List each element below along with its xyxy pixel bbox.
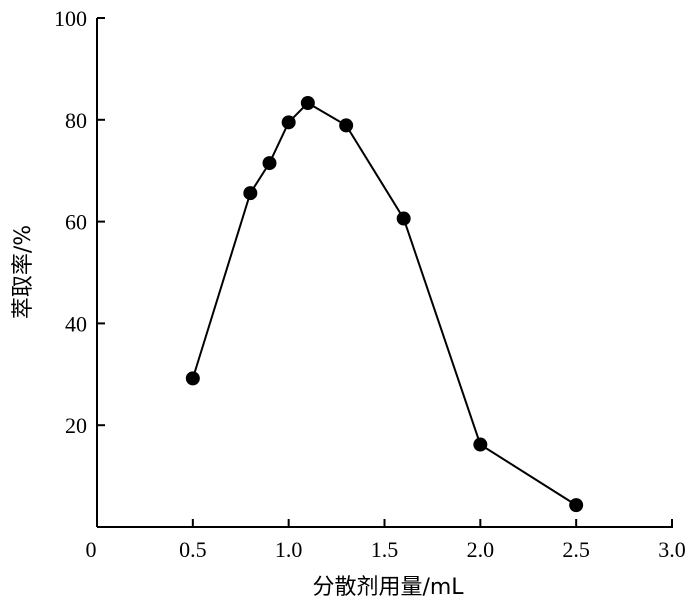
x-tick-label: 1.5 bbox=[371, 537, 399, 562]
y-axis-title: 萃取率/% bbox=[11, 225, 36, 319]
data-point bbox=[396, 211, 411, 226]
data-point bbox=[281, 115, 296, 130]
data-point bbox=[262, 156, 277, 171]
tick-labels: 0 0.5 1.0 1.5 2.0 2.5 3.0 20 40 60 80 100 bbox=[54, 6, 686, 562]
x-tick-label: 3.0 bbox=[658, 537, 686, 562]
x-tick-label: 1.0 bbox=[275, 537, 303, 562]
y-tick-label: 40 bbox=[65, 311, 87, 336]
x-axis-title: 分散剂用量/mL bbox=[312, 575, 464, 600]
y-tick-label: 100 bbox=[54, 6, 87, 31]
y-tick-label: 60 bbox=[65, 210, 87, 235]
data-point bbox=[243, 186, 258, 201]
series bbox=[185, 96, 584, 513]
data-point bbox=[569, 498, 584, 513]
axes bbox=[96, 18, 673, 528]
data-point bbox=[339, 118, 354, 133]
x-tick-label: 0 bbox=[86, 537, 97, 562]
data-point bbox=[473, 437, 488, 452]
series-line bbox=[191, 101, 577, 506]
x-tick-label: 2.5 bbox=[562, 537, 590, 562]
ticks bbox=[97, 17, 673, 527]
x-tick-label: 2.0 bbox=[467, 537, 495, 562]
y-tick-label: 20 bbox=[65, 413, 87, 438]
data-point bbox=[185, 371, 200, 386]
x-tick-label: 0.5 bbox=[179, 537, 207, 562]
y-tick-label: 80 bbox=[65, 108, 87, 133]
data-point bbox=[300, 96, 315, 111]
